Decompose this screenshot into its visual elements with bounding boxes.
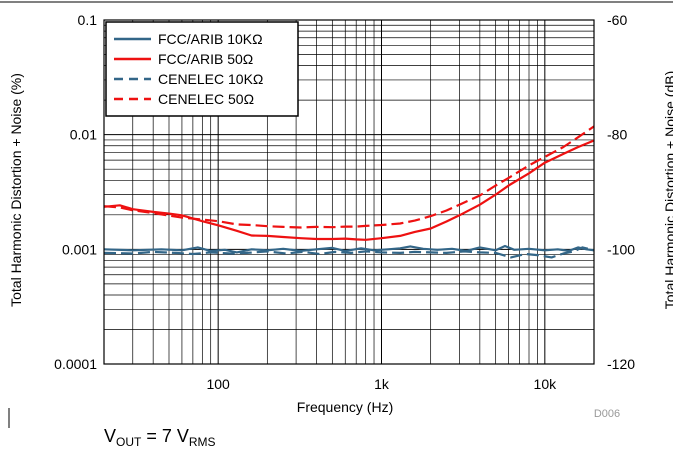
- y-tick-label-right: -80: [607, 127, 627, 143]
- legend-label-3: CENELEC 10KΩ: [158, 71, 263, 87]
- y-tick-label-right: -100: [607, 241, 635, 257]
- caption-middle: = 7 V: [141, 426, 189, 446]
- legend-label-1: FCC/ARIB 10KΩ: [158, 31, 263, 47]
- caption-out-subscript: OUT: [116, 435, 142, 449]
- x-tick-label: 1k: [374, 376, 390, 392]
- figure-id-label: D006: [594, 408, 620, 420]
- tick-labels: 100 1k 10k 0.1 0.01 0.001 0.0001 -60 -80 -100 -120: [54, 12, 635, 392]
- legend-label-4: CENELEC 50Ω: [158, 91, 254, 107]
- caption-rms-subscript: RMS: [188, 435, 216, 449]
- y-tick-label-right: -60: [607, 12, 627, 28]
- y-axis-label-left: Total Harmonic Distortion + Noise (%): [8, 73, 24, 307]
- x-axis-label: Frequency (Hz): [297, 399, 393, 415]
- x-tick-label: 10k: [534, 376, 558, 392]
- series-line-4: [103, 125, 595, 229]
- series-line-1: [103, 244, 595, 254]
- series-line-2: [103, 139, 595, 241]
- y-tick-label-right: -120: [607, 356, 635, 372]
- y-tick-label-left: 0.01: [70, 127, 97, 143]
- y-tick-label-left: 0.1: [78, 12, 98, 28]
- x-tick-label: 100: [206, 376, 230, 392]
- caption-v: V: [104, 426, 117, 446]
- y-tick-label-left: 0.0001: [54, 356, 97, 372]
- y-axis-label-right: Total Harmonic Distortion + Noise (dB): [662, 71, 673, 309]
- legend-label-2: FCC/ARIB 50Ω: [158, 51, 253, 67]
- plot-area-border: [103, 19, 595, 365]
- output-voltage-caption: VOUT = 7 VRMS: [104, 426, 216, 449]
- y-tick-label-left: 0.001: [62, 241, 97, 257]
- legend: FCC/ARIB 10KΩ FCC/ARIB 50Ω CENELEC 10KΩ CEN…: [105, 21, 299, 117]
- series-line-3: [103, 246, 595, 259]
- data-series: [103, 125, 595, 259]
- legend-box: [105, 21, 299, 117]
